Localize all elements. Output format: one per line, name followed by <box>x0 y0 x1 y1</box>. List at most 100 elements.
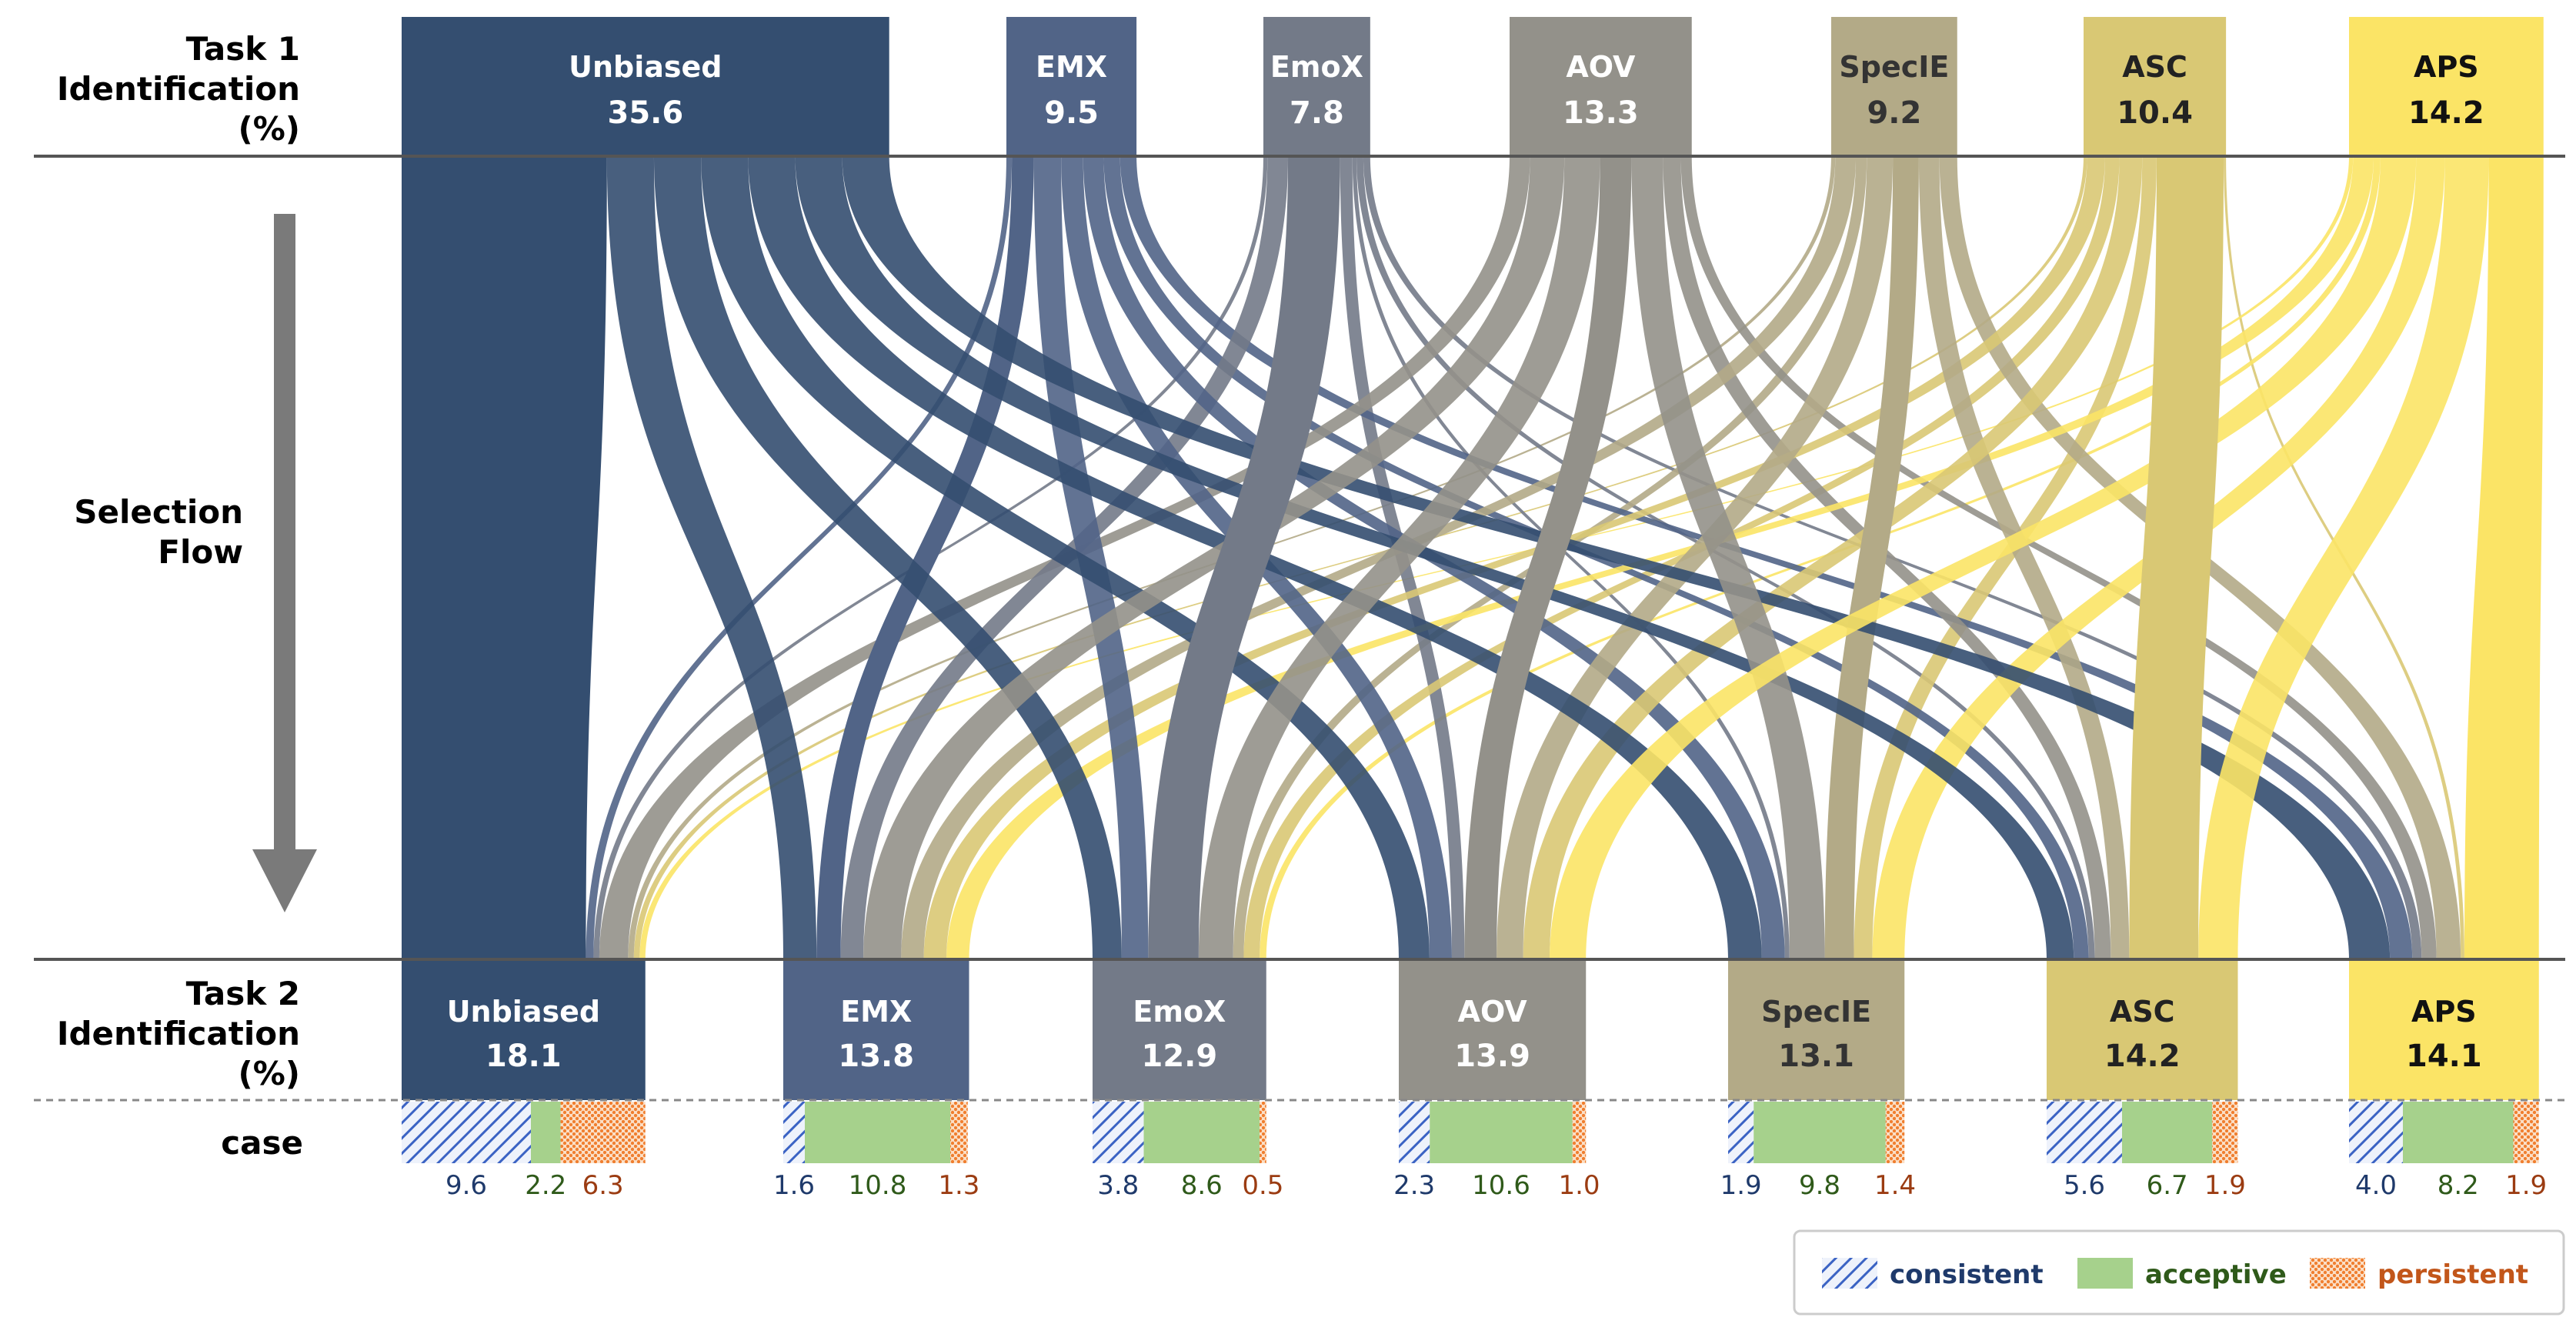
task1-bar-rect <box>2349 17 2544 156</box>
task1-value-label: 14.2 <box>2408 95 2484 131</box>
task1-value-label: 35.6 <box>607 95 683 131</box>
case-breakdown-unbiased: 9.6 2.2 6.3 <box>402 1102 646 1201</box>
flow-asc-to-asc <box>2129 156 2224 959</box>
case-persistent-value: 1.9 <box>2505 1170 2547 1201</box>
case-persistent-segment <box>2212 1102 2238 1163</box>
flow-unbiased-to-emox <box>653 156 1122 959</box>
task2-value-label: 13.1 <box>1778 1039 1854 1074</box>
task1-row-label: Task 1 Identification (%) <box>57 30 300 148</box>
case-consistent-value: 2.3 <box>1393 1170 1435 1201</box>
task2-bar-rect <box>402 959 646 1100</box>
flow-aov-to-aov <box>1464 156 1632 959</box>
flow-aov-to-specie <box>1631 156 1825 959</box>
legend-persistent-swatch <box>2310 1258 2365 1289</box>
flow-aov-to-emox <box>1198 156 1600 959</box>
task1-category-label: AOV <box>1566 50 1636 84</box>
case-acceptive-value: 8.2 <box>2438 1170 2479 1201</box>
flow-aps-to-aps <box>2464 156 2544 959</box>
task1-bar-unbiased: Unbiased 35.6 <box>402 17 889 156</box>
case-consistent-value: 5.6 <box>2064 1170 2105 1201</box>
flow-aps-to-emx <box>946 156 2374 959</box>
task1-category-label: APS <box>2414 50 2479 84</box>
task1-category-label: ASC <box>2122 50 2187 84</box>
flow-unbiased-to-aps <box>842 156 2391 959</box>
case-consistent-segment <box>2047 1102 2122 1163</box>
case-acceptive-segment <box>531 1102 561 1163</box>
flow-asc-to-unbiased <box>633 156 2087 959</box>
task2-category-label: EmoX <box>1133 995 1226 1029</box>
case-persistent-segment <box>1260 1102 1266 1163</box>
flow-asc-to-aov <box>1523 156 2143 959</box>
task1-value-label: 9.2 <box>1867 95 1921 131</box>
case-persistent-value: 1.0 <box>1558 1170 1600 1201</box>
case-acceptive-value: 2.2 <box>525 1170 566 1201</box>
task1-bar-rect <box>402 17 889 156</box>
case-consistent-segment <box>1399 1102 1430 1163</box>
case-persistent-segment <box>1572 1102 1587 1163</box>
case-breakdown-aps: 4.0 8.2 1.9 <box>2349 1102 2547 1201</box>
task2-bar-aov: AOV 13.9 <box>1399 959 1587 1100</box>
task1-value-label: 13.3 <box>1563 95 1639 131</box>
task1-value-label: 7.8 <box>1290 95 1344 131</box>
case-acceptive-value: 10.6 <box>1472 1170 1530 1201</box>
task2-bar-rect <box>1093 959 1266 1100</box>
case-acceptive-value: 9.8 <box>1799 1170 1840 1201</box>
flow-specie-to-asc <box>1918 156 2130 959</box>
task2-label-line2: Identification <box>57 1015 300 1052</box>
task2-category-label: ASC <box>2110 995 2175 1029</box>
task1-category-label: EMX <box>1036 50 1107 84</box>
task1-bar-specie: SpecIE 9.2 <box>1831 17 1957 156</box>
task2-bar-asc: ASC 14.2 <box>2047 959 2238 1100</box>
task1-label-line3: (%) <box>239 110 300 148</box>
case-row-label: case <box>221 1124 303 1162</box>
case-acceptive-segment <box>805 1102 950 1163</box>
case-consistent-value: 1.6 <box>773 1170 815 1201</box>
task2-bar-aps: APS 14.1 <box>2349 959 2539 1100</box>
legend: consistent acceptive persistent <box>1793 1229 2565 1316</box>
task2-bar-rect <box>1399 959 1587 1100</box>
task1-bar-rect <box>1510 17 1692 156</box>
task1-bar-rect <box>2084 17 2227 156</box>
flow-label-line2: Flow <box>158 533 243 571</box>
case-acceptive-segment <box>2403 1102 2514 1163</box>
flow-aps-to-asc <box>2198 156 2489 959</box>
flow-direction-arrow <box>252 214 317 912</box>
task2-bars: Unbiased 18.1 EMX 13.8 EmoX 12.9 AOV 13.9 SpecIE… <box>402 959 2539 1100</box>
legend-acceptive-label: acceptive <box>2145 1259 2287 1290</box>
case-persistent-value: 1.4 <box>1874 1170 1916 1201</box>
task1-label-line1: Task 1 <box>186 30 300 68</box>
flow-unbiased-to-aov <box>701 156 1430 959</box>
case-consistent-segment <box>2349 1102 2403 1163</box>
case-persistent-segment <box>1885 1102 1905 1163</box>
case-acceptive-value: 6.7 <box>2147 1170 2188 1201</box>
task2-label-line1: Task 2 <box>186 975 300 1012</box>
case-persistent-segment <box>950 1102 968 1163</box>
flow-aov-to-aps <box>1680 156 2437 959</box>
task2-bar-specie: SpecIE 13.1 <box>1728 959 1905 1100</box>
task2-value-label: 13.9 <box>1454 1039 1530 1074</box>
task2-bar-emox: EmoX 12.9 <box>1093 959 1266 1100</box>
task2-category-label: AOV <box>1458 995 1528 1029</box>
task1-label-line2: Identification <box>57 70 300 108</box>
task1-bars: Unbiased 35.6 EMX 9.5 EmoX 7.8 AOV 13.3 SpecIE 9.… <box>402 17 2544 156</box>
task2-bar-rect <box>2349 959 2539 1100</box>
flow-unbiased-to-unbiased <box>402 156 607 959</box>
case-consistent-value: 3.8 <box>1097 1170 1139 1201</box>
task2-bar-rect <box>2047 959 2238 1100</box>
flow-emox-to-emox <box>1148 156 1340 959</box>
flow-specie-to-emx <box>901 156 1857 959</box>
task2-label-line3: (%) <box>239 1055 300 1092</box>
task1-value-label: 10.4 <box>2117 95 2193 131</box>
case-persistent-value: 1.9 <box>2204 1170 2246 1201</box>
task1-bar-aps: APS 14.2 <box>2349 17 2544 156</box>
legend-persistent-label: persistent <box>2377 1259 2528 1290</box>
case-consistent-value: 1.9 <box>1720 1170 1762 1201</box>
flow-asc-to-specie <box>1854 156 2157 959</box>
flow-emx-to-emox <box>1033 156 1149 959</box>
case-acceptive-value: 10.8 <box>849 1170 907 1201</box>
case-consistent-segment <box>783 1102 805 1163</box>
flow-asc-to-emox <box>1243 156 2120 959</box>
task2-value-label: 13.8 <box>838 1039 914 1074</box>
task2-category-label: SpecIE <box>1761 995 1871 1029</box>
